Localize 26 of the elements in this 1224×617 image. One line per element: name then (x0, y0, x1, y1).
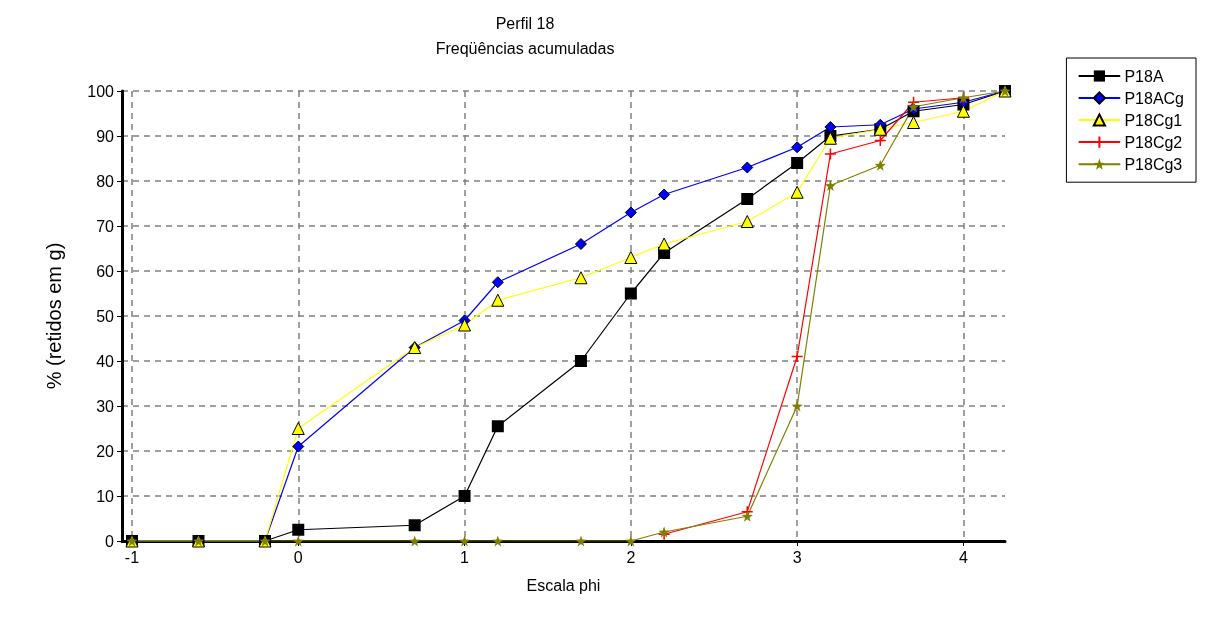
y-tick-label: 70 (96, 217, 115, 235)
y-tick-label: 50 (96, 307, 115, 325)
y-tick-label: 20 (96, 442, 115, 460)
y-tick-label: 30 (96, 397, 115, 415)
legend-label: P18Cg1 (1124, 111, 1183, 129)
legend-label: P18Cg2 (1124, 133, 1183, 151)
chart-subtitle: Freqüências acumuladas (435, 39, 615, 57)
x-tick-label: 1 (460, 548, 470, 566)
y-tick-label: 100 (87, 82, 115, 100)
legend-label: P18ACg (1124, 89, 1184, 107)
x-tick-label: 4 (958, 548, 968, 566)
y-tick-label: 80 (96, 172, 115, 190)
legend-label: P18Cg3 (1124, 155, 1183, 173)
y-axis-title: % (retidos em g) (43, 242, 65, 390)
x-tick-label: 0 (293, 548, 303, 566)
x-tick-label: 3 (792, 548, 802, 566)
x-axis-title: Escala phi (526, 576, 601, 594)
legend-label: P18A (1124, 67, 1164, 85)
y-tick-label: 90 (96, 127, 115, 145)
chart-title: Perfil 18 (495, 14, 555, 32)
y-tick-label: 10 (96, 487, 115, 505)
x-tick-label: 2 (626, 548, 636, 566)
x-tick-label: -1 (124, 548, 140, 566)
y-tick-label: 40 (96, 352, 115, 370)
y-tick-label: 0 (105, 532, 115, 550)
y-tick-label: 60 (96, 262, 115, 280)
